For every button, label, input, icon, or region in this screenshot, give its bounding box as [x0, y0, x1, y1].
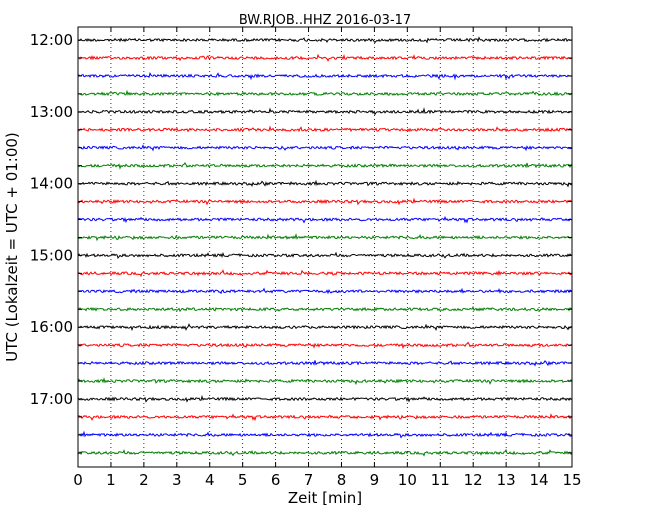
trace-1515 [77, 269, 573, 278]
x-tick-label: 11 [431, 471, 450, 489]
x-tick-label: 14 [530, 471, 549, 489]
x-axis-title: Zeit [min] [288, 489, 362, 507]
trace-1245 [77, 89, 573, 97]
seismic-traces [77, 36, 573, 457]
trace-1700 [77, 394, 573, 403]
x-tick-label: 2 [139, 471, 149, 489]
y-tick-label: 16:00 [30, 318, 73, 336]
y-tick-label: 13:00 [30, 103, 73, 121]
x-tick-label: 6 [271, 471, 281, 489]
trace-1330 [77, 144, 573, 152]
trace-1615 [77, 341, 573, 350]
trace-1600 [77, 323, 573, 332]
trace-1415 [77, 197, 573, 206]
x-tick-label: 3 [172, 471, 182, 489]
y-tick-label: 12:00 [30, 31, 73, 49]
trace-1215 [77, 53, 573, 62]
x-tick-label: 15 [562, 471, 581, 489]
x-tick-label: 9 [370, 471, 380, 489]
x-tick-label: 8 [337, 471, 347, 489]
x-tick-label: 13 [497, 471, 516, 489]
trace-1730 [77, 430, 573, 439]
grid-lines [110, 27, 540, 467]
x-tick-label: 10 [398, 471, 417, 489]
trace-1430 [77, 215, 573, 224]
y-tick-label: 17:00 [30, 390, 73, 408]
trace-1645 [77, 377, 573, 386]
trace-1745 [77, 448, 573, 457]
x-axis-ticks: 0 1 2 3 4 5 6 7 8 9 10 11 12 13 14 15 [73, 27, 582, 489]
x-tick-label: 0 [73, 471, 83, 489]
trace-1300 [77, 107, 573, 116]
y-axis-title: UTC (Lokalzeit = UTC + 01:00) [3, 132, 21, 362]
x-tick-label: 12 [464, 471, 483, 489]
chart-title: BW.RJOB..HHZ 2016-03-17 [239, 13, 411, 28]
x-tick-label: 1 [106, 471, 116, 489]
x-tick-label: 5 [238, 471, 248, 489]
trace-1445 [77, 233, 573, 242]
trace-1315 [77, 125, 573, 133]
y-tick-label: 15:00 [30, 246, 73, 264]
plot-frame [77, 26, 573, 468]
trace-1400 [77, 179, 573, 188]
trace-1530 [77, 287, 573, 295]
trace-1630 [77, 360, 573, 367]
trace-1500 [77, 251, 573, 260]
trace-1545 [77, 305, 573, 313]
x-tick-label: 4 [205, 471, 215, 489]
y-tick-label: 14:00 [30, 175, 73, 193]
trace-1200 [77, 36, 573, 44]
trace-1345 [77, 161, 573, 170]
trace-1230 [77, 72, 573, 81]
y-axis-ticks: 12:00 13:00 14:00 15:00 16:00 17:00 [30, 31, 572, 454]
x-tick-label: 7 [304, 471, 314, 489]
trace-1715 [77, 413, 573, 422]
